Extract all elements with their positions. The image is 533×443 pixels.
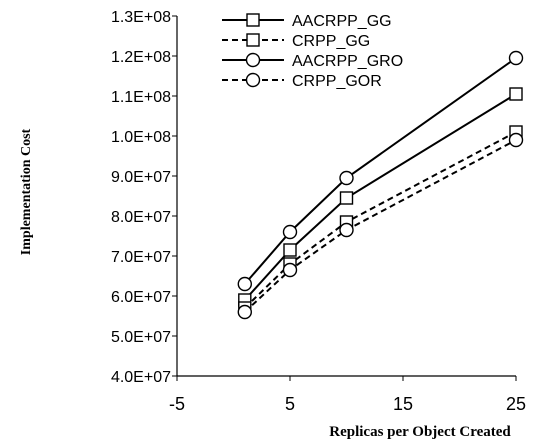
square-marker [283,243,297,257]
y-tick-label: 7.0E+07 [111,249,171,266]
square-marker [246,33,260,47]
series-layer [237,50,524,320]
circle-marker [237,276,253,292]
y-tick-label: 8.0E+07 [111,209,171,226]
circle-marker [508,50,524,66]
circle-marker [282,262,298,278]
circle-marker [339,170,354,186]
circle-marker [508,132,524,148]
x-tick-label: 15 [393,394,413,414]
legend-label: AACRPP_GG [292,13,392,30]
y-tick-label: 1.1E+08 [111,89,171,106]
circle-marker [339,222,354,238]
series-aacrpp-gro [237,50,524,292]
square-marker [339,191,354,205]
circle-marker [245,52,261,68]
y-tick-label: 1.2E+08 [111,49,171,66]
series-line [244,57,517,285]
legend-label: CRPP_GOR [292,73,382,90]
series-line [244,131,517,309]
y-tick-label: 5.0E+07 [111,329,171,346]
y-axis-ticks: 4.0E+07 5.0E+07 6.0E+07 7.0E+07 8.0E+07 9.0E+… [111,9,177,386]
y-tick-label: 1.0E+08 [111,129,171,146]
legend-item: AACRPP_GRO [222,52,403,70]
square-marker [246,13,260,27]
circle-marker [237,304,253,320]
plot-area [176,16,516,377]
y-tick-label: 9.0E+07 [111,169,171,186]
legend: AACRPP_GG CRPP_GG AACRPP_GRO CRPP_GOR [222,13,403,90]
legend-item: AACRPP_GG [222,13,392,30]
series-crpp-gor [237,132,524,320]
x-axis-ticks: -5 5 15 25 [169,376,526,414]
y-tick-label: 1.3E+08 [111,9,171,26]
circle-marker [282,224,298,240]
y-tick-label: 6.0E+07 [111,289,171,306]
x-tick-label: 5 [285,394,295,414]
legend-label: AACRPP_GRO [292,53,403,70]
legend-label: CRPP_GG [292,33,370,50]
square-marker [509,87,523,101]
series-line [244,139,517,313]
x-tick-label: -5 [169,394,185,414]
x-tick-label: 25 [506,394,526,414]
y-axis-title: Implementation Cost [19,128,34,255]
series-line [244,93,517,301]
y-tick-label: 4.0E+07 [111,369,171,386]
legend-item: CRPP_GG [222,33,370,50]
x-axis-title: Replicas per Object Created [329,424,511,440]
legend-item: CRPP_GOR [222,72,382,90]
circle-marker [245,72,261,88]
